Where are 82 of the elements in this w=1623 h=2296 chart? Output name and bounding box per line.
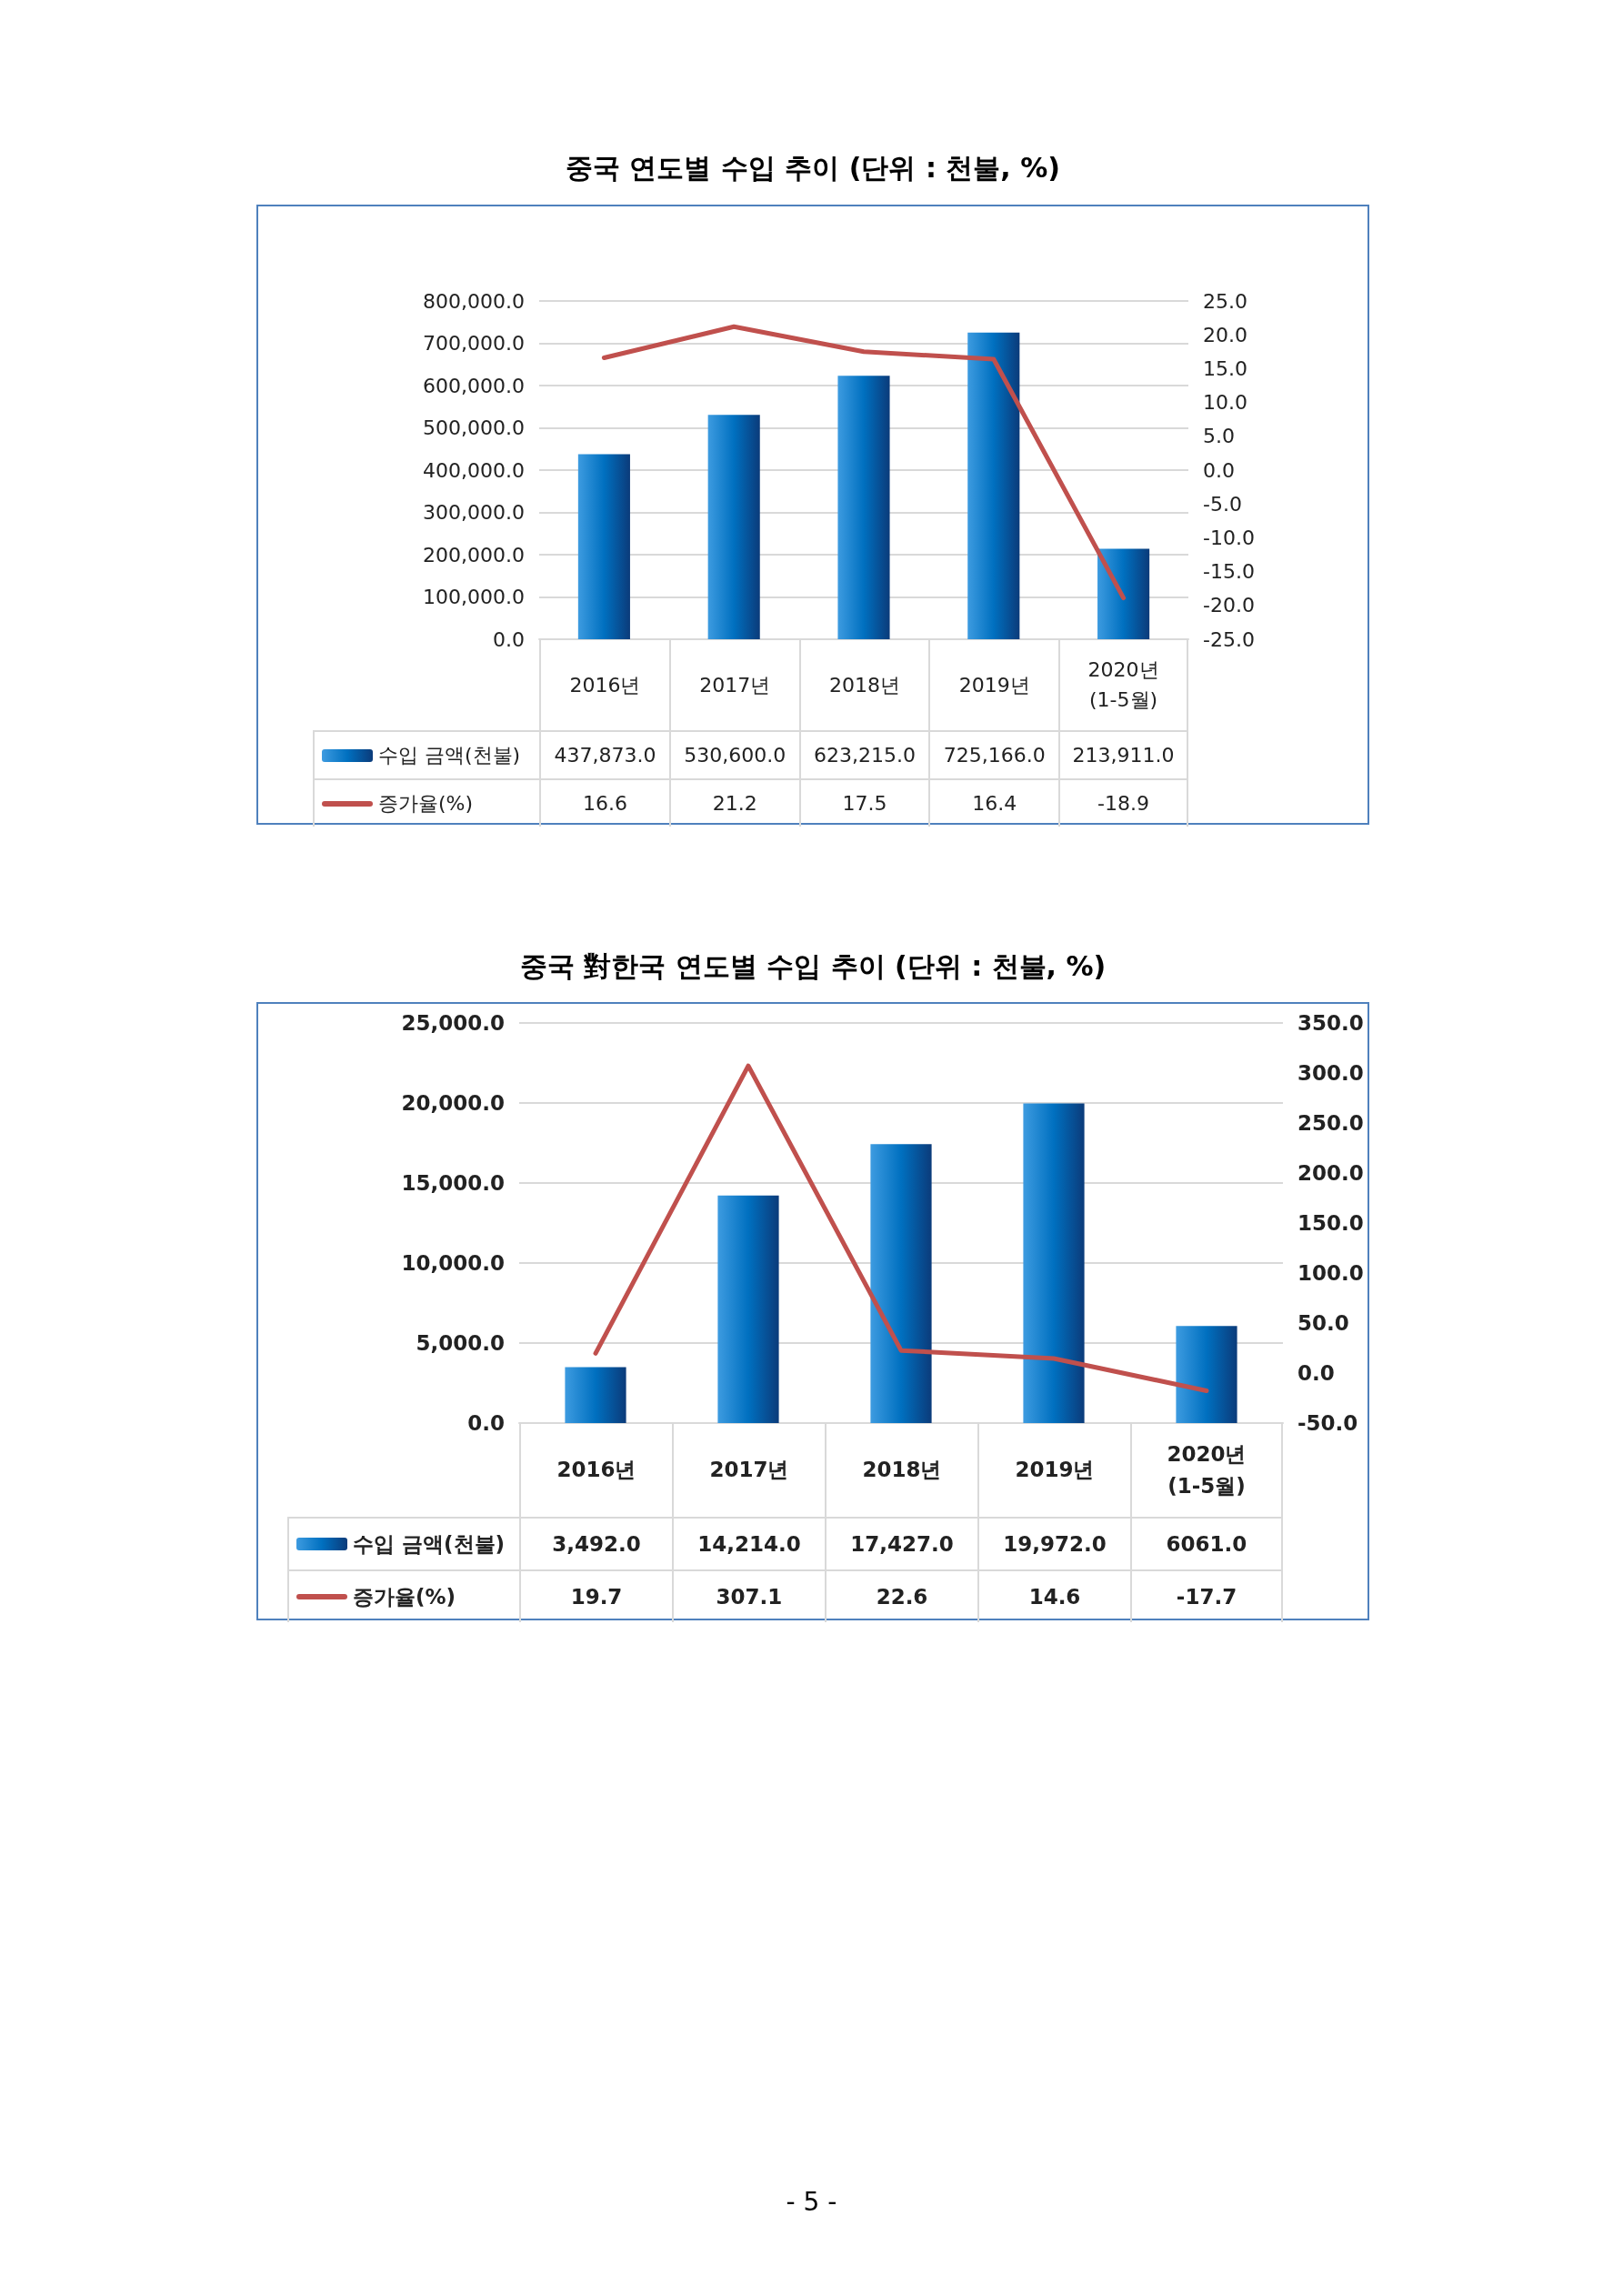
- y2-tick-label: 0.0: [1203, 458, 1235, 482]
- data-label: 307.1: [672, 1569, 825, 1622]
- data-label: 725,166.0: [928, 730, 1059, 778]
- chart-title: 중국 對한국 연도별 수입 추이 (단위 : 천불, %): [518, 949, 1107, 984]
- y-tick-label: 800,000.0: [423, 289, 525, 313]
- x-tick-label: 2020년(1-5월): [1130, 1423, 1283, 1517]
- y2-tick-label: 250.0: [1297, 1111, 1364, 1135]
- bar: [1176, 1326, 1237, 1423]
- x-tick-label: 2020년(1-5월): [1058, 639, 1188, 730]
- data-label: 623,215.0: [798, 730, 929, 778]
- data-label: 14.6: [977, 1569, 1130, 1622]
- x-tick-label: 2018년: [798, 639, 929, 730]
- y-tick-label: 20,000.0: [401, 1091, 505, 1115]
- data-label: 21.2: [668, 778, 799, 827]
- data-label: 437,873.0: [539, 730, 669, 778]
- bar: [837, 376, 890, 639]
- data-label: 6061.0: [1130, 1517, 1283, 1569]
- x-tick-label: 2017년: [672, 1423, 825, 1517]
- bar: [717, 1195, 779, 1423]
- y2-tick-label: 25.0: [1203, 289, 1247, 313]
- y-tick-label: 600,000.0: [423, 374, 525, 397]
- y2-tick-label: 0.0: [1297, 1361, 1335, 1385]
- data-label: 19.7: [519, 1569, 672, 1622]
- bar: [1097, 548, 1150, 639]
- y2-tick-label: 10.0: [1203, 391, 1247, 415]
- y-tick-label: 5,000.0: [416, 1331, 505, 1355]
- x-tick-label: 2016년: [519, 1423, 672, 1517]
- y2-tick-label: 350.0: [1297, 1011, 1364, 1035]
- data-label: 14,214.0: [672, 1517, 825, 1569]
- y2-tick-label: -10.0: [1203, 526, 1255, 549]
- y2-tick-label: -25.0: [1203, 627, 1255, 651]
- y-tick-label: 500,000.0: [423, 416, 525, 439]
- data-label: 17,427.0: [825, 1517, 977, 1569]
- bar: [707, 415, 760, 639]
- y2-tick-label: 50.0: [1297, 1311, 1349, 1335]
- bar: [1023, 1103, 1085, 1423]
- y2-tick-label: 150.0: [1297, 1211, 1364, 1235]
- y-tick-label: 100,000.0: [423, 586, 525, 608]
- x-tick-label: 2019년: [977, 1423, 1130, 1517]
- legend-label: 수입 금액(천불): [378, 742, 521, 768]
- y2-tick-label: 5.0: [1203, 425, 1235, 448]
- y2-tick-label: 20.0: [1203, 323, 1247, 346]
- data-label: -18.9: [1058, 778, 1188, 827]
- legend-label: 증가율(%): [353, 1583, 456, 1610]
- chart-title: 중국 연도별 수입 추이 (단위 : 천불, %): [565, 151, 1061, 185]
- y-tick-label: 700,000.0: [423, 332, 525, 355]
- x-tick-label: 2017년: [668, 639, 799, 730]
- y2-tick-label: 15.0: [1203, 356, 1247, 380]
- data-label: -17.7: [1130, 1569, 1283, 1622]
- bar: [577, 454, 630, 639]
- y-tick-label: 0.0: [493, 627, 525, 651]
- data-label: 3,492.0: [519, 1517, 672, 1569]
- legend-label: 수입 금액(천불): [353, 1530, 506, 1558]
- y2-tick-label: 100.0: [1297, 1261, 1364, 1285]
- data-label: 16.4: [928, 778, 1059, 827]
- bar: [967, 332, 1020, 639]
- y2-tick-label: -5.0: [1203, 492, 1242, 516]
- data-label: 17.5: [798, 778, 929, 827]
- data-label: 530,600.0: [668, 730, 799, 778]
- x-tick-label: 2019년: [928, 639, 1059, 730]
- y-tick-label: 200,000.0: [423, 543, 525, 566]
- y-tick-label: 300,000.0: [423, 501, 525, 524]
- data-label: 16.6: [539, 778, 669, 827]
- y2-tick-label: 200.0: [1297, 1161, 1364, 1185]
- y-tick-label: 400,000.0: [423, 458, 525, 482]
- y2-tick-label: -50.0: [1297, 1411, 1358, 1435]
- y2-tick-label: -15.0: [1203, 560, 1255, 584]
- data-label: 19,972.0: [977, 1517, 1130, 1569]
- data-label: 213,911.0: [1058, 730, 1188, 778]
- y2-tick-label: -20.0: [1203, 594, 1255, 617]
- y-tick-label: 15,000.0: [401, 1171, 505, 1195]
- bar: [870, 1144, 932, 1423]
- legend-label: 증가율(%): [378, 790, 474, 817]
- text: - 5 -: [785, 2187, 838, 2217]
- x-tick-label: 2018년: [825, 1423, 977, 1517]
- x-tick-label: 2016년: [539, 639, 669, 730]
- y-tick-label: 10,000.0: [401, 1251, 505, 1275]
- bar: [565, 1367, 626, 1423]
- data-label: 22.6: [825, 1569, 977, 1622]
- y2-tick-label: 300.0: [1297, 1061, 1364, 1085]
- y-tick-label: 0.0: [467, 1411, 505, 1435]
- y-tick-label: 25,000.0: [401, 1011, 505, 1035]
